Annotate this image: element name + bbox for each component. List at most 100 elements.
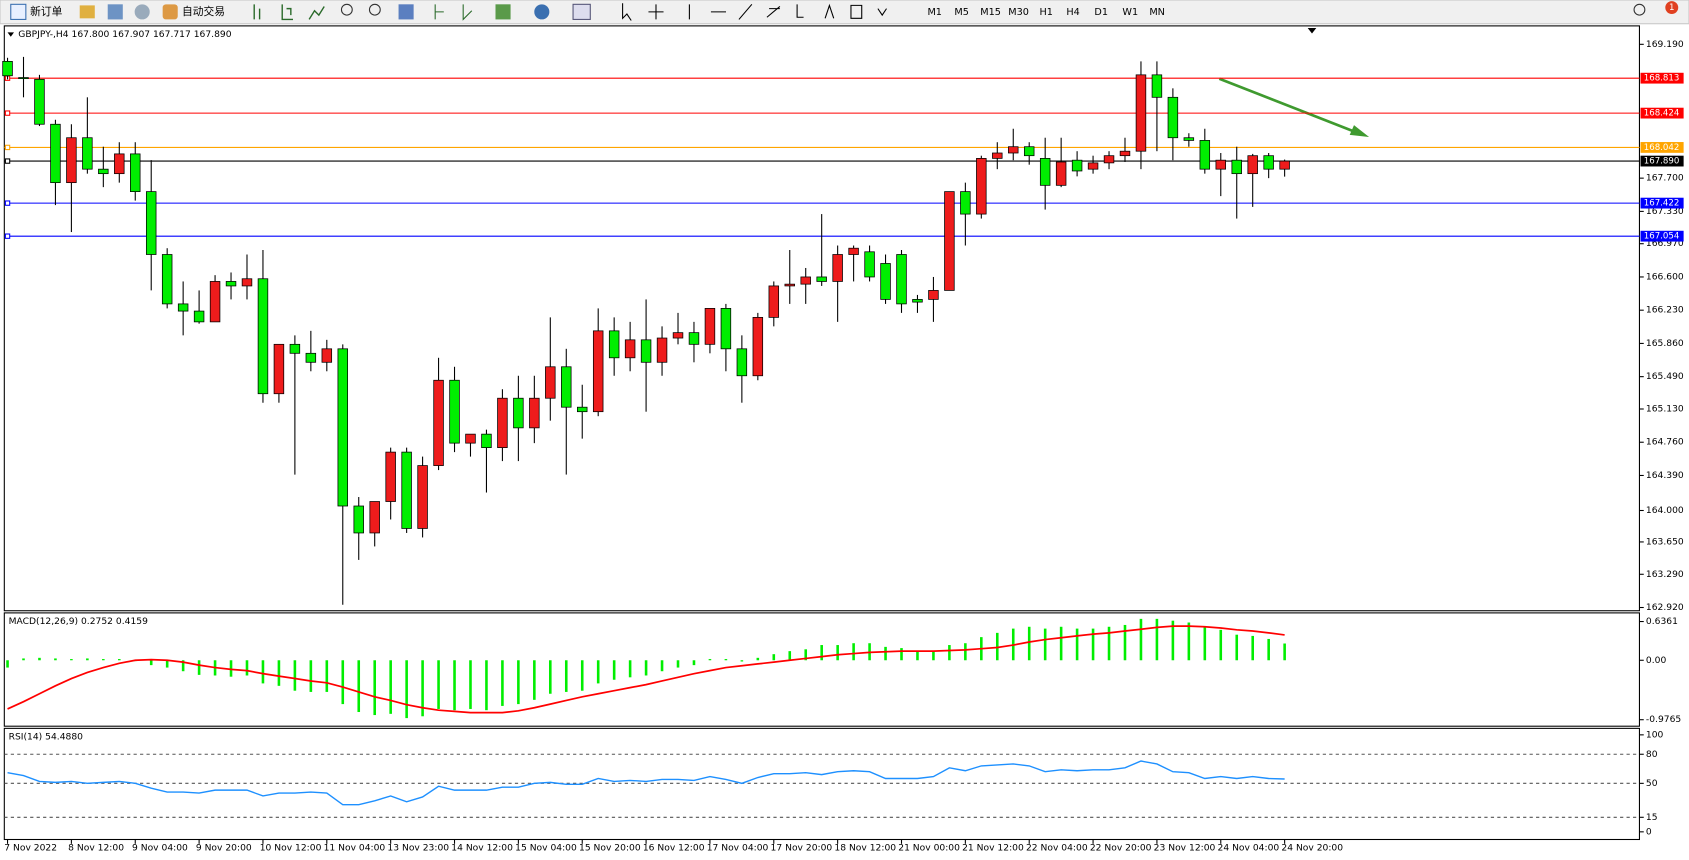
macd-bar <box>580 660 584 691</box>
macd-bar <box>181 660 185 672</box>
macd-bar <box>756 657 760 661</box>
macd-bar <box>293 660 297 691</box>
periods-icon[interactable] <box>534 4 550 20</box>
candle-body <box>369 501 380 534</box>
price-level-label: 168.424 <box>1644 109 1680 119</box>
macd-bar <box>549 660 552 694</box>
candle-body <box>66 137 77 184</box>
icon[interactable] <box>107 4 123 20</box>
templates-icon[interactable] <box>572 3 591 20</box>
candle-body <box>2 60 13 77</box>
zoom-in-icon[interactable] <box>340 3 353 16</box>
x-tick-label: 24 Nov 04:00 <box>1218 843 1280 854</box>
timeframe-button[interactable]: W1 <box>1122 7 1138 18</box>
price-level-label: 168.042 <box>1644 143 1680 153</box>
icon[interactable] <box>134 4 150 20</box>
main-panel <box>3 25 1640 612</box>
candle-body <box>592 330 604 413</box>
panel-menu-icon[interactable] <box>7 32 15 37</box>
y-tick-label: 167.700 <box>1646 173 1684 184</box>
candle-body <box>1039 158 1051 186</box>
macd-bar <box>900 648 903 661</box>
fib-tools[interactable] <box>766 4 804 18</box>
candle-body <box>1023 146 1035 157</box>
macd-bar <box>533 660 536 700</box>
timeframe-button[interactable]: H4 <box>1066 7 1079 18</box>
indicators-icon[interactable] <box>495 4 511 20</box>
x-tick-label: 13 Nov 23:00 <box>387 843 449 854</box>
macd-bar <box>517 660 520 705</box>
timeframe-button[interactable]: M15 <box>980 7 1001 18</box>
tile-icon[interactable] <box>398 4 414 20</box>
macd-bar <box>1075 628 1079 661</box>
auto-trading-button[interactable]: 自动交易 <box>182 5 225 18</box>
macd-bar <box>948 645 951 661</box>
candle-body <box>577 406 588 413</box>
macd-bar <box>277 660 281 686</box>
candle-body <box>768 285 780 318</box>
x-tick-label: 10 Nov 12:00 <box>260 843 322 854</box>
candle-body <box>465 433 476 444</box>
candle-body <box>1103 155 1115 164</box>
timeframe-button[interactable]: M1 <box>927 7 942 18</box>
y-tick-label: 163.290 <box>1646 569 1684 580</box>
candle-body <box>449 379 460 444</box>
candle-body <box>561 366 572 408</box>
line-chart-icon[interactable] <box>308 6 325 20</box>
macd-bar <box>197 660 201 675</box>
x-tick-label: 18 Nov 12:00 <box>834 843 896 854</box>
line-tools[interactable] <box>688 3 753 20</box>
macd-bar <box>1251 635 1254 661</box>
x-tick-label: 8 Nov 12:00 <box>68 843 124 854</box>
macd-bar <box>612 660 616 680</box>
timeframe-button[interactable]: M30 <box>1008 7 1029 18</box>
macd-bar <box>1155 618 1159 661</box>
timeframe-button[interactable]: D1 <box>1094 7 1108 18</box>
price-level-label: 167.422 <box>1644 199 1680 209</box>
macd-bar <box>852 643 855 661</box>
text-tools[interactable] <box>824 3 887 19</box>
macd-bar <box>1091 628 1095 661</box>
chart-shift-marker <box>1307 28 1317 34</box>
x-tick-label: 21 Nov 00:00 <box>898 843 960 854</box>
scroll-icon[interactable] <box>434 4 473 21</box>
macd-bar <box>149 660 153 666</box>
price-level-tag <box>1640 155 1684 167</box>
macd-bar <box>628 660 632 678</box>
timeframe-button[interactable]: H1 <box>1039 7 1052 18</box>
candle-body <box>50 123 61 184</box>
candle-body <box>353 505 364 534</box>
new-order-button[interactable]: 新订单 <box>30 5 63 18</box>
y-tick-label: 0 <box>1646 826 1652 837</box>
x-tick-label: 16 Nov 12:00 <box>643 843 705 854</box>
candle-body <box>481 433 492 448</box>
macd-bar <box>1043 628 1047 661</box>
macd-bar <box>501 660 504 706</box>
macd-bar <box>676 660 680 668</box>
macd-bar <box>229 660 233 677</box>
timeframe-button[interactable]: M5 <box>954 7 969 18</box>
price-level-handle <box>4 200 11 206</box>
candle-body <box>177 303 189 312</box>
icon[interactable] <box>79 5 95 19</box>
candle-body <box>193 310 205 323</box>
macd-signal-line <box>7 625 1285 714</box>
crosshair-icon[interactable] <box>648 4 664 20</box>
notification-badge[interactable] <box>1665 1 1679 15</box>
y-tick-label: 166.230 <box>1646 305 1684 316</box>
candle-body <box>992 152 1003 159</box>
macd-bar <box>692 660 696 666</box>
auto-trading-icon[interactable] <box>162 4 178 20</box>
timeframe-button[interactable]: MN <box>1149 7 1165 18</box>
macd-bar <box>1219 629 1223 661</box>
candle-chart-icon[interactable] <box>281 4 293 21</box>
zoom-out-icon[interactable] <box>368 3 381 16</box>
cursor-icon[interactable] <box>622 3 632 21</box>
new-order-icon[interactable] <box>10 3 27 20</box>
candle-body <box>98 168 109 175</box>
y-tick-label: 164.760 <box>1646 437 1684 448</box>
macd-bar <box>405 660 408 719</box>
bar-chart-icon[interactable] <box>253 4 261 20</box>
search-icon[interactable] <box>1633 3 1646 16</box>
